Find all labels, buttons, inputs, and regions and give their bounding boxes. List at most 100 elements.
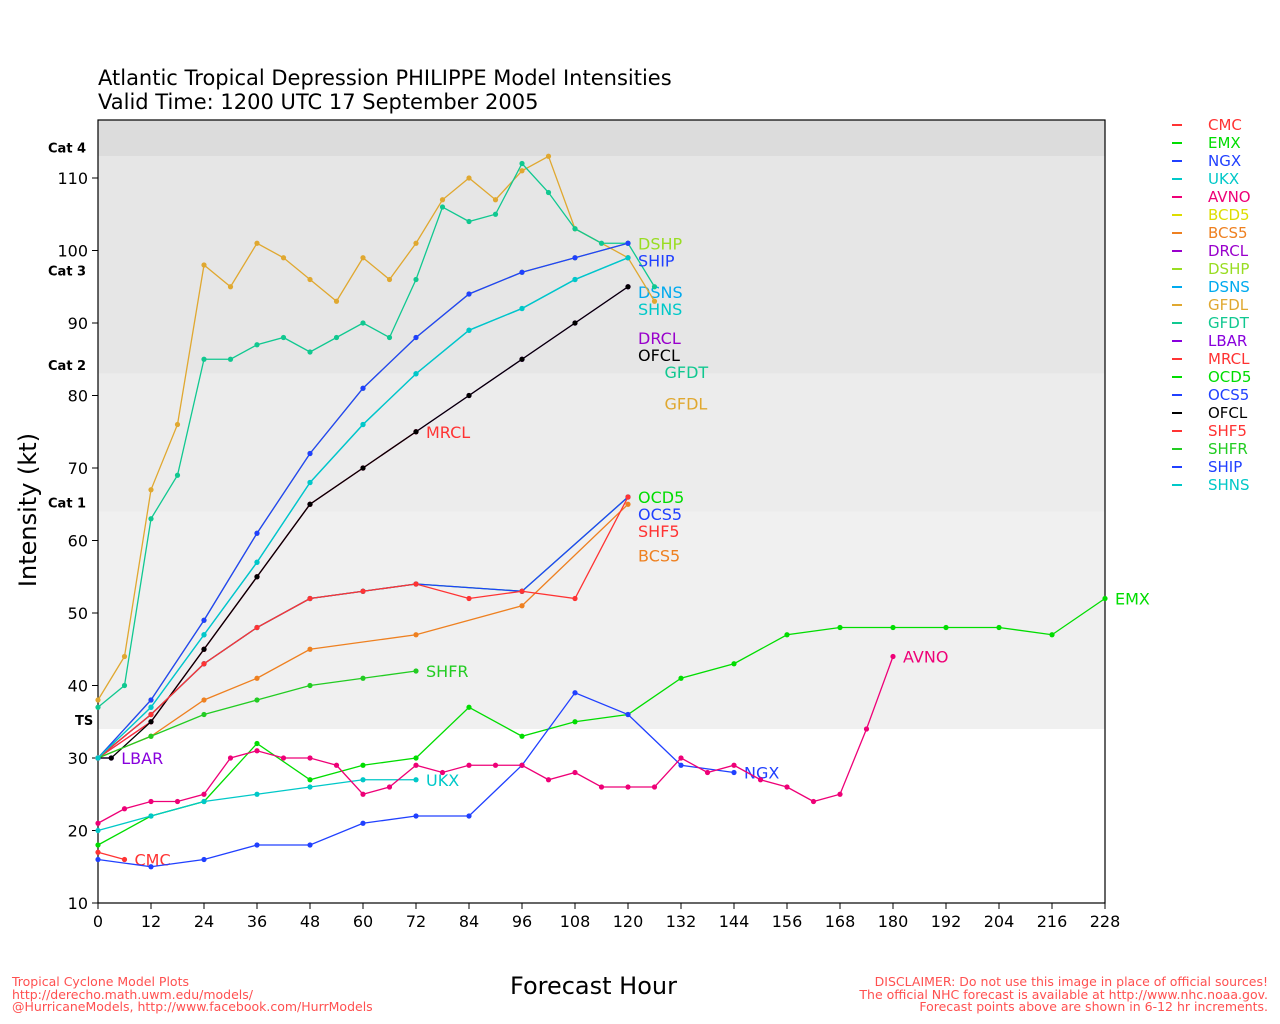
footer-line: The official NHC forecast is available a… <box>859 986 1268 1002</box>
y-tick-label: 20 <box>68 822 88 841</box>
series-shfr: SHFR <box>95 662 469 761</box>
data-point <box>1049 632 1055 638</box>
data-point <box>95 755 101 761</box>
data-point <box>121 856 128 863</box>
legend-item: EMX <box>1172 134 1251 152</box>
data-point <box>360 255 366 261</box>
data-point <box>201 711 207 718</box>
data-point <box>254 748 260 754</box>
legend-swatch <box>1172 268 1182 270</box>
series-end-label: MRCL <box>426 423 470 442</box>
data-point <box>519 160 525 167</box>
data-point <box>1102 595 1108 602</box>
chart-title: Atlantic Tropical Depression PHILIPPE Mo… <box>98 66 672 114</box>
data-point <box>227 755 234 761</box>
series-end-label: SHIP <box>638 251 675 270</box>
legend-item: UKX <box>1172 170 1251 188</box>
data-point <box>254 342 260 348</box>
series-shns: SHNS <box>95 255 682 761</box>
intensity-band <box>98 120 1105 157</box>
x-tick-label: 48 <box>300 912 320 931</box>
data-point <box>625 501 631 507</box>
y-tick-label: 80 <box>68 387 88 406</box>
x-tick-label: 60 <box>353 912 373 931</box>
data-point <box>201 646 207 652</box>
series-end-label: EMX <box>1115 590 1150 609</box>
legend-swatch <box>1172 232 1182 234</box>
x-tick-label: 72 <box>406 912 426 931</box>
legend-item: DSNS <box>1172 278 1251 296</box>
legend-item: LBAR <box>1172 332 1251 350</box>
data-point <box>731 769 737 776</box>
x-tick-label: 204 <box>984 912 1015 931</box>
y-tick-label: 50 <box>68 604 88 623</box>
legend-label: EMX <box>1208 134 1241 152</box>
x-tick-label: 168 <box>825 912 856 931</box>
series-line <box>97 503 629 759</box>
data-point <box>625 784 631 790</box>
data-point <box>466 595 472 602</box>
data-point <box>307 755 313 761</box>
data-point <box>307 501 313 507</box>
series-end-label: AVNO <box>903 648 948 667</box>
data-point <box>519 168 525 174</box>
data-point <box>360 762 366 768</box>
data-point <box>227 356 234 362</box>
data-point <box>413 777 419 783</box>
legend-swatch <box>1172 214 1182 216</box>
data-point <box>280 755 287 761</box>
series-end-label: DSHP <box>638 234 683 253</box>
data-point <box>307 682 313 689</box>
data-point <box>201 632 207 638</box>
legend-label: OFCL <box>1208 404 1248 422</box>
data-point <box>360 320 366 326</box>
data-point <box>307 450 313 457</box>
legend-swatch <box>1172 178 1182 180</box>
footer-credits: Tropical Cyclone Model Plots http://derec… <box>12 975 373 1014</box>
legend-label: OCD5 <box>1208 368 1252 386</box>
legend-swatch <box>1172 430 1182 432</box>
data-point <box>492 762 499 768</box>
data-point <box>148 813 154 819</box>
legend-item: GFDT <box>1172 314 1251 332</box>
data-point <box>625 240 631 246</box>
data-point <box>280 255 287 261</box>
legend-label: SHNS <box>1208 476 1250 494</box>
data-point <box>519 603 525 609</box>
x-tick-label: 132 <box>666 912 697 931</box>
data-point <box>108 755 114 761</box>
data-point <box>519 588 525 594</box>
data-point <box>545 777 552 783</box>
series-line <box>97 162 656 708</box>
data-point <box>625 711 631 718</box>
data-point <box>731 661 737 667</box>
legend-swatch <box>1172 394 1182 396</box>
data-point <box>466 175 472 181</box>
data-point <box>121 653 128 660</box>
x-tick-label: 12 <box>141 912 161 931</box>
legend-swatch <box>1172 340 1182 342</box>
x-axis-label: Forecast Hour <box>510 972 677 1000</box>
data-point <box>95 820 101 826</box>
legend-item: OFCL <box>1172 404 1251 422</box>
series-end-label: GFDL <box>665 394 708 413</box>
data-point <box>598 784 605 790</box>
plot-frame <box>97 119 1106 904</box>
data-point <box>307 479 313 486</box>
data-point <box>95 842 101 848</box>
data-point <box>413 429 419 435</box>
data-point <box>333 762 340 768</box>
category-label: Cat 3 <box>48 265 86 280</box>
series-emx: EMX <box>95 590 1150 848</box>
category-label: Cat 2 <box>48 359 86 374</box>
data-point <box>360 675 366 681</box>
data-point <box>439 769 446 776</box>
legend-label: SHF5 <box>1208 422 1247 440</box>
legend-label: AVNO <box>1208 188 1251 206</box>
x-tick-label: 24 <box>194 912 214 931</box>
data-point <box>280 334 287 341</box>
legend-swatch <box>1172 484 1182 486</box>
title-line-1: Atlantic Tropical Depression PHILIPPE Mo… <box>98 66 672 90</box>
data-point <box>148 711 154 718</box>
x-tick-label: 84 <box>459 912 479 931</box>
